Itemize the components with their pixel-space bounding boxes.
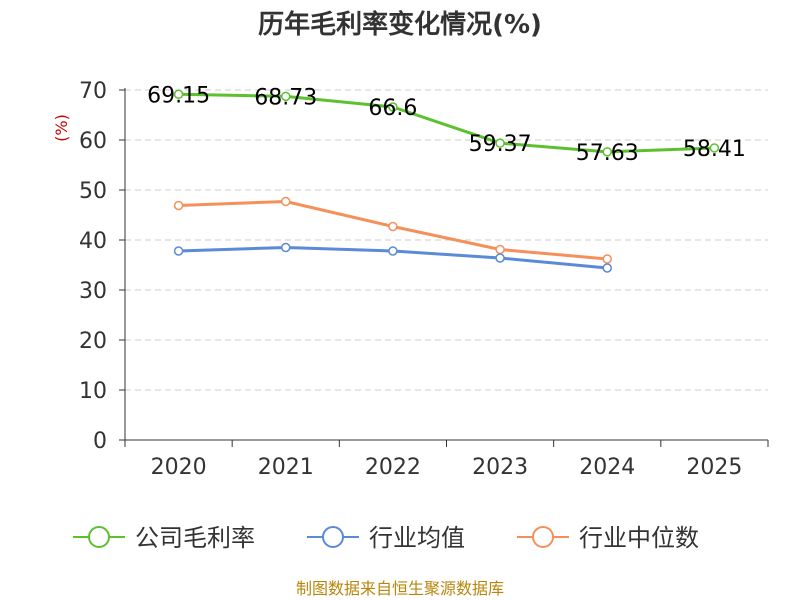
data-point[interactable] bbox=[173, 246, 184, 256]
axes bbox=[119, 88, 769, 447]
data-point[interactable] bbox=[281, 196, 291, 207]
data-label: 57.63 bbox=[576, 141, 639, 166]
series-group bbox=[173, 89, 720, 273]
legend-item-1[interactable]: 行业均值 bbox=[307, 524, 465, 552]
y-tick-label: 30 bbox=[79, 279, 107, 304]
x-tick-labels: 2020 2021 2022 2023 2024 2025 bbox=[151, 455, 743, 480]
data-label: 59.37 bbox=[469, 132, 532, 157]
y-tick-label: 0 bbox=[93, 429, 107, 454]
legend-marker bbox=[322, 526, 344, 548]
data-point[interactable] bbox=[602, 147, 612, 157]
y-tick-labels: 0 10 20 30 40 50 60 70 bbox=[79, 79, 107, 454]
x-tick-label: 2021 bbox=[258, 455, 314, 480]
y-axis-label: (%) bbox=[52, 114, 71, 142]
x-tick-label: 2022 bbox=[365, 455, 421, 480]
data-label: 66.6 bbox=[368, 96, 417, 121]
data-point[interactable] bbox=[173, 89, 184, 99]
data-point[interactable] bbox=[495, 253, 505, 263]
y-tick-label: 70 bbox=[79, 79, 107, 104]
chart-title: 历年毛利率变化情况(%) bbox=[258, 9, 542, 40]
source-note: 制图数据来自恒生聚源数据库 bbox=[296, 579, 504, 598]
x-tick-label: 2024 bbox=[579, 455, 635, 480]
data-point[interactable] bbox=[281, 91, 291, 102]
data-point[interactable] bbox=[602, 263, 612, 273]
series-line-0 bbox=[177, 92, 716, 154]
legend-marker bbox=[88, 526, 110, 548]
data-point[interactable] bbox=[495, 138, 505, 148]
data-point[interactable] bbox=[495, 244, 505, 255]
data-label: 69.15 bbox=[147, 83, 210, 108]
legend-label: 公司毛利率 bbox=[135, 524, 255, 552]
legend-label: 行业中位数 bbox=[579, 524, 699, 552]
x-tick-label: 2025 bbox=[686, 455, 742, 480]
y-tick-label: 40 bbox=[79, 229, 107, 254]
y-tick-label: 60 bbox=[79, 129, 107, 154]
x-tick-label: 2023 bbox=[472, 455, 528, 480]
legend-item-0[interactable]: 公司毛利率 bbox=[73, 524, 255, 552]
data-label: 68.73 bbox=[254, 85, 317, 110]
y-tick-label: 50 bbox=[79, 179, 107, 204]
x-tick-label: 2020 bbox=[151, 455, 207, 480]
y-tick-label: 20 bbox=[79, 329, 107, 354]
data-point[interactable] bbox=[388, 102, 398, 112]
data-label: 58.41 bbox=[683, 137, 746, 162]
legend-item-2[interactable]: 行业中位数 bbox=[517, 524, 699, 552]
y-tick-label: 10 bbox=[79, 379, 107, 404]
legend-label: 行业均值 bbox=[369, 524, 465, 552]
data-point[interactable] bbox=[281, 242, 291, 253]
data-point[interactable] bbox=[709, 143, 720, 153]
data-point[interactable] bbox=[388, 246, 398, 256]
data-point[interactable] bbox=[602, 254, 612, 264]
gridlines bbox=[125, 89, 768, 391]
data-labels: 69.15 68.73 66.6 59.37 57.63 58.41 bbox=[147, 83, 746, 166]
legend-marker bbox=[532, 526, 554, 548]
legend[interactable]: 公司毛利率 行业均值 行业中位数 bbox=[73, 524, 699, 552]
data-point[interactable] bbox=[388, 221, 398, 232]
data-point[interactable] bbox=[173, 200, 184, 211]
